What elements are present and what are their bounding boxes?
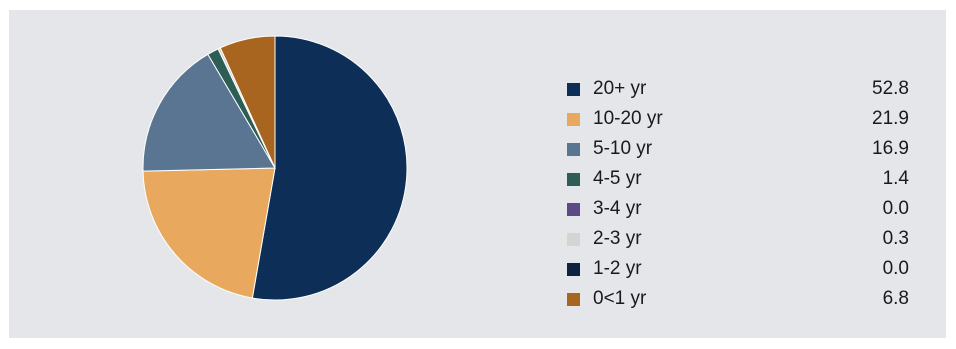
legend-swatch <box>567 292 580 306</box>
legend-swatch <box>567 82 580 96</box>
legend-value: 1.4 <box>882 168 909 189</box>
legend-item: 3-4 yr 0.0 <box>567 194 909 224</box>
legend-swatch <box>567 172 580 186</box>
legend-label: 20+ yr <box>593 78 647 99</box>
legend-label: 2-3 yr <box>593 228 642 249</box>
legend-swatch <box>567 232 580 246</box>
pie-slice-20-yr <box>251 35 408 301</box>
legend-swatch <box>567 142 580 156</box>
legend-swatch <box>567 202 580 216</box>
legend-item: 1-2 yr 0.0 <box>567 254 909 284</box>
legend-label: 10-20 yr <box>593 108 663 129</box>
legend-value: 21.9 <box>872 108 909 129</box>
pie-slice-10-20-yr <box>142 167 276 299</box>
legend-value: 52.8 <box>872 78 909 99</box>
legend-label: 4-5 yr <box>593 168 642 189</box>
pie-slice-5-10-yr <box>142 53 276 172</box>
pie-slice-0-1-yr <box>219 35 276 169</box>
legend-label: 3-4 yr <box>593 198 642 219</box>
legend-item: 4-5 yr 1.4 <box>567 164 909 194</box>
legend-label: 5-10 yr <box>593 138 653 159</box>
legend-item: 2-3 yr 0.3 <box>567 224 909 254</box>
legend-swatch <box>567 112 580 126</box>
legend-item: 10-20 yr 21.9 <box>567 104 909 134</box>
legend-value: 16.9 <box>872 138 909 159</box>
legend-label: 1-2 yr <box>593 258 642 279</box>
legend-item: 5-10 yr 16.9 <box>567 134 909 164</box>
legend-value: 0.0 <box>882 198 909 219</box>
legend-swatch <box>567 262 580 276</box>
legend-value: 0.0 <box>882 258 909 279</box>
chart-panel: 20+ yr 52.8 10-20 yr 21.9 5-10 yr 16.9 4-5 yr 1… <box>9 10 946 338</box>
legend-label: 0<1 yr <box>593 288 647 309</box>
legend-item: 0<1 yr 6.8 <box>567 284 909 314</box>
legend-item: 20+ yr 52.8 <box>567 74 909 104</box>
pie-chart <box>142 35 408 301</box>
legend-value: 0.3 <box>882 228 909 249</box>
legend: 20+ yr 52.8 10-20 yr 21.9 5-10 yr 16.9 4-5 yr 1… <box>567 74 909 314</box>
legend-value: 6.8 <box>882 288 909 309</box>
